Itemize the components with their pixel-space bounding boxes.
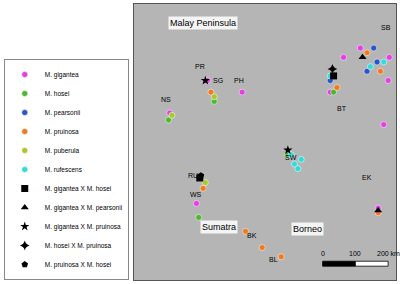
- svg-text:RU: RU: [188, 172, 198, 179]
- svg-text:PR: PR: [195, 63, 205, 70]
- svg-text:M. rufescens: M. rufescens: [45, 166, 83, 173]
- svg-text:PH: PH: [234, 77, 244, 84]
- svg-text:BL: BL: [269, 256, 278, 263]
- svg-text:SW: SW: [285, 154, 297, 161]
- svg-text:NS: NS: [161, 96, 171, 103]
- svg-text:Borneo: Borneo: [293, 224, 322, 234]
- svg-text:M. pruinosa X M. hosei: M. pruinosa X M. hosei: [45, 261, 111, 269]
- svg-text:200 km: 200 km: [377, 250, 400, 257]
- svg-text:EK: EK: [362, 174, 372, 181]
- svg-text:M. pearsonii: M. pearsonii: [45, 109, 80, 117]
- svg-text:BK: BK: [247, 232, 257, 239]
- svg-text:SB: SB: [381, 24, 391, 31]
- svg-text:M. hosei: M. hosei: [45, 90, 70, 97]
- svg-text:BT: BT: [337, 105, 347, 112]
- svg-text:SG: SG: [213, 77, 223, 84]
- svg-text:M. gigantea X M. pearsonii: M. gigantea X M. pearsonii: [45, 204, 122, 212]
- svg-text:WS: WS: [190, 191, 202, 198]
- svg-text:M. puberula: M. puberula: [45, 147, 80, 155]
- svg-text:M. gigantea X M. hosei: M. gigantea X M. hosei: [45, 185, 111, 193]
- svg-text:Malay Peninsula: Malay Peninsula: [170, 18, 236, 28]
- svg-text:M. gigantea X M. pruinosa: M. gigantea X M. pruinosa: [45, 223, 121, 231]
- svg-text:M. hosei X M. pruinosa: M. hosei X M. pruinosa: [45, 242, 112, 250]
- svg-text:100: 100: [349, 250, 361, 257]
- svg-text:0: 0: [321, 250, 325, 257]
- svg-text:Sumatra: Sumatra: [202, 222, 236, 232]
- svg-text:M. pruinosa: M. pruinosa: [45, 128, 79, 136]
- svg-text:M. gigantea: M. gigantea: [45, 71, 79, 79]
